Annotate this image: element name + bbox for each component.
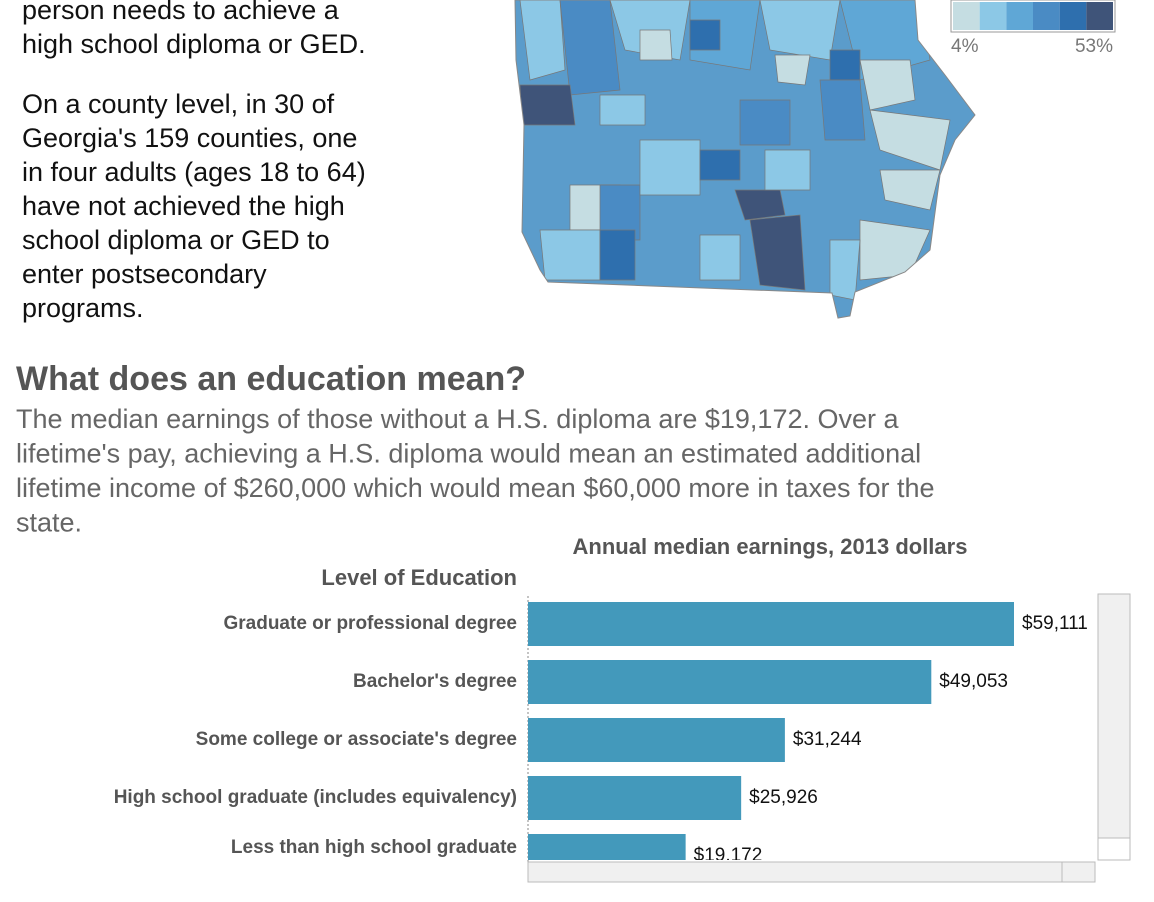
color-legend (953, 2, 1113, 30)
bar (528, 660, 932, 704)
category-labels: Graduate or professional degree Bachelor'… (114, 613, 517, 858)
text-line: school diploma or GED to (22, 225, 330, 255)
intro-top: person needs to achieve a high school dip… (22, 0, 366, 59)
text-line: person needs to achieve a (22, 0, 340, 25)
scrollbar-corner (1097, 837, 1131, 861)
text-line: state. (16, 507, 82, 537)
category-axis-label: Level of Education (321, 565, 517, 590)
section-text: The median earnings of those without a H… (16, 404, 935, 537)
value-label: $59,111 (1022, 613, 1088, 634)
category-label: Bachelor's degree (353, 671, 517, 692)
map-outline (514, 0, 976, 319)
category-label: High school graduate (includes equivalen… (114, 787, 517, 808)
value-label: $31,244 (793, 729, 862, 750)
category-label: Some college or associate's degree (196, 729, 517, 750)
value-label: $49,053 (939, 671, 1008, 692)
chart-title: Annual median earnings, 2013 dollars (573, 534, 968, 559)
intro-county: On a county level, in 30 of Georgia's 159… (22, 89, 366, 323)
vertical-scrollbar[interactable] (1097, 593, 1131, 861)
text-line: in four adults (ages 18 to 64) (22, 157, 366, 187)
legend-swatch (953, 2, 980, 30)
value-label: $19,172 (694, 845, 763, 866)
legend-swatch (1006, 2, 1033, 30)
legend-swatch (979, 2, 1007, 30)
category-label: Less than high school graduate (231, 837, 517, 858)
legend-max: 53% (1075, 36, 1113, 57)
georgia-map (515, 0, 975, 318)
bar (528, 718, 785, 762)
plot-area: $59,111 $49,053 $31,244 $25,926 $19,172 (528, 602, 1088, 866)
text-line: have not achieved the high (22, 191, 345, 221)
horizontal-scrollbar[interactable] (527, 861, 1096, 883)
text-line: programs. (22, 293, 144, 323)
legend-swatch (1033, 2, 1060, 30)
bar (528, 776, 742, 820)
category-label: Graduate or professional degree (223, 613, 517, 634)
legend-swatch (1086, 2, 1113, 30)
bar (528, 834, 686, 860)
text-line: high school diploma or GED. (22, 29, 366, 59)
text-line: The median earnings of those without a H… (16, 404, 899, 434)
text-line: On a county level, in 30 of (22, 89, 335, 119)
text-line: enter postsecondary (22, 259, 267, 289)
value-label: $25,926 (749, 787, 818, 808)
legend-min: 4% (951, 36, 979, 57)
section-heading: What does an education mean? (16, 360, 526, 398)
bar (528, 602, 1014, 646)
text-line: lifetime's pay, achieving a H.S. diploma… (16, 439, 921, 469)
legend-swatch (1059, 2, 1087, 30)
text-line: lifetime income of $260,000 which would … (16, 473, 935, 503)
text-line: Georgia's 159 counties, one (22, 123, 357, 153)
